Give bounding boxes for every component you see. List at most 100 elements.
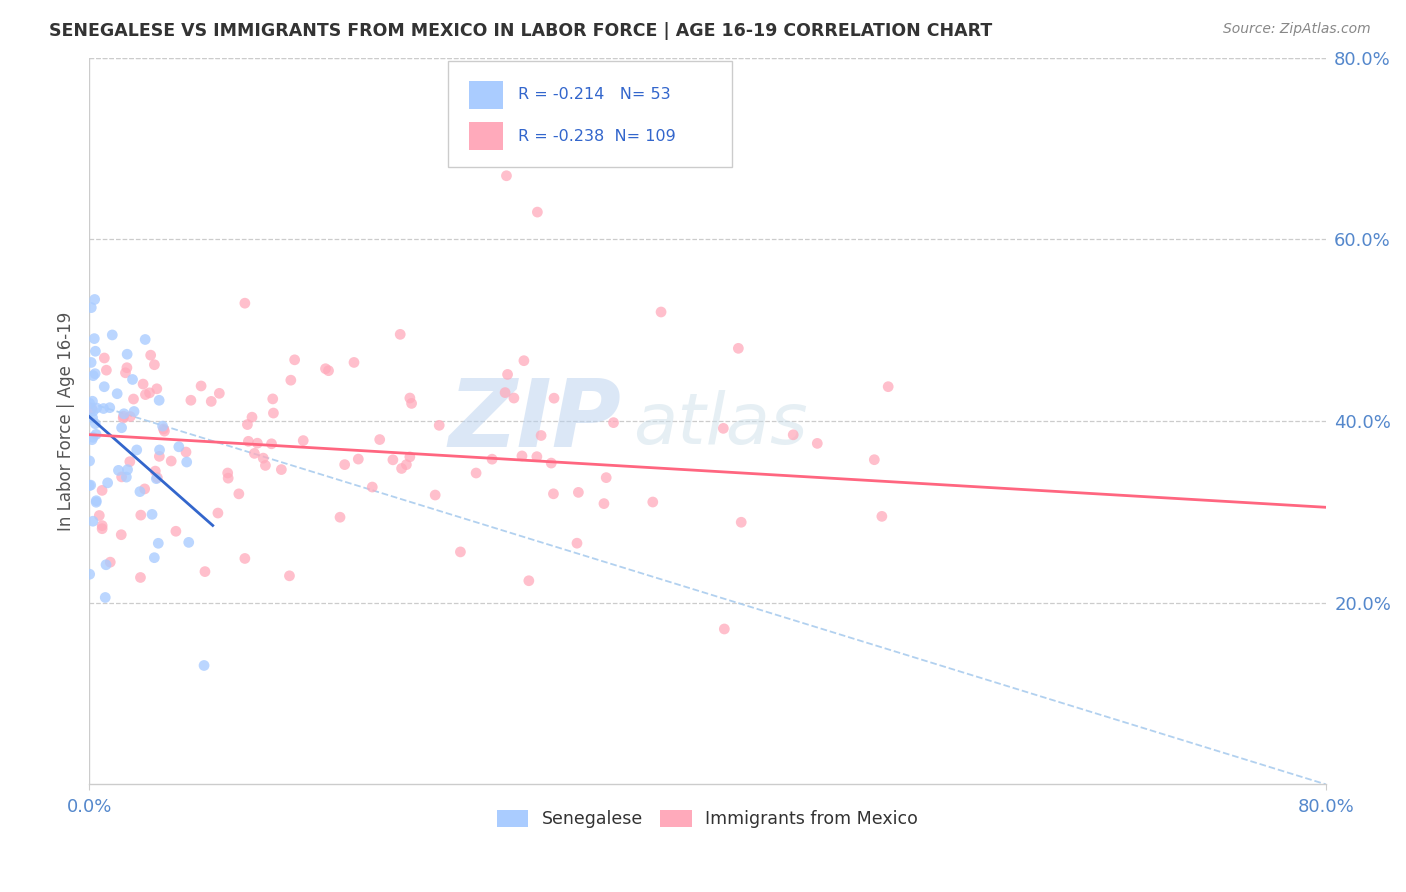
FancyBboxPatch shape <box>468 122 503 150</box>
Point <box>84 417 107 431</box>
Point <box>217 466 239 480</box>
Point <box>143 358 166 372</box>
Text: Source: ZipAtlas.com: Source: ZipAtlas.com <box>1223 22 1371 37</box>
Point <box>86 401 108 415</box>
Point <box>270 462 292 476</box>
Point <box>111 470 134 484</box>
Point <box>107 463 129 477</box>
FancyBboxPatch shape <box>468 81 503 109</box>
Point <box>82 368 104 383</box>
Point <box>80 301 103 315</box>
Point <box>243 446 266 460</box>
Point <box>877 380 900 394</box>
Point <box>510 449 533 463</box>
Point <box>84 427 107 442</box>
Point <box>160 454 183 468</box>
Point <box>97 475 120 490</box>
Point <box>494 385 516 400</box>
Point <box>96 363 118 377</box>
Point <box>217 471 239 485</box>
Point <box>134 333 156 347</box>
Point <box>870 509 893 524</box>
Point <box>496 368 519 382</box>
Text: ZIP: ZIP <box>449 375 621 467</box>
Point <box>82 514 104 528</box>
Point <box>148 442 170 457</box>
Point <box>543 487 565 501</box>
Point <box>93 401 115 416</box>
Point <box>91 522 114 536</box>
Point <box>526 205 548 219</box>
Point <box>398 450 420 464</box>
Point <box>236 417 259 432</box>
Point <box>174 445 197 459</box>
Point <box>284 352 307 367</box>
Point <box>132 377 155 392</box>
Point <box>82 394 104 409</box>
Point <box>79 567 101 582</box>
Point <box>93 351 115 365</box>
Point <box>361 480 384 494</box>
Point <box>84 493 107 508</box>
Point <box>82 410 104 425</box>
Point <box>193 658 215 673</box>
Point <box>194 565 217 579</box>
Point <box>389 327 412 342</box>
Point <box>84 495 107 509</box>
Point <box>481 452 503 467</box>
Point <box>115 360 138 375</box>
Point <box>278 569 301 583</box>
Point <box>138 385 160 400</box>
Point <box>98 401 121 415</box>
Point <box>208 386 231 401</box>
Legend: Senegalese, Immigrants from Mexico: Senegalese, Immigrants from Mexico <box>489 803 925 835</box>
Point <box>565 536 588 550</box>
Point <box>207 506 229 520</box>
Point <box>727 342 749 356</box>
Point <box>465 466 488 480</box>
Point <box>146 382 169 396</box>
Point <box>80 355 103 369</box>
Text: atlas: atlas <box>633 390 808 459</box>
Point <box>80 433 103 447</box>
Point <box>333 458 356 472</box>
Point <box>129 508 152 522</box>
Point <box>863 452 886 467</box>
Point <box>139 348 162 362</box>
Point <box>82 430 104 444</box>
Point <box>148 536 170 550</box>
Point <box>110 421 132 435</box>
Point <box>134 482 156 496</box>
Point <box>145 472 167 486</box>
Point <box>233 551 256 566</box>
Point <box>238 434 260 449</box>
Point <box>177 535 200 549</box>
Point <box>593 497 616 511</box>
Point <box>84 367 107 381</box>
Point <box>641 495 664 509</box>
Point <box>200 394 222 409</box>
Point <box>343 355 366 369</box>
FancyBboxPatch shape <box>447 62 733 167</box>
Point <box>93 380 115 394</box>
Point <box>806 436 828 450</box>
Point <box>94 591 117 605</box>
Point <box>79 454 101 468</box>
Point <box>228 487 250 501</box>
Point <box>246 436 269 450</box>
Point <box>730 515 752 529</box>
Point <box>82 404 104 418</box>
Point <box>318 364 340 378</box>
Y-axis label: In Labor Force | Age 16-19: In Labor Force | Age 16-19 <box>58 311 75 531</box>
Point <box>650 305 672 319</box>
Point <box>180 393 202 408</box>
Point <box>98 555 121 569</box>
Point <box>153 424 176 438</box>
Point <box>148 393 170 408</box>
Point <box>143 464 166 478</box>
Point <box>240 410 263 425</box>
Point <box>80 401 103 416</box>
Point <box>503 391 526 405</box>
Point <box>425 488 447 502</box>
Point <box>129 484 152 499</box>
